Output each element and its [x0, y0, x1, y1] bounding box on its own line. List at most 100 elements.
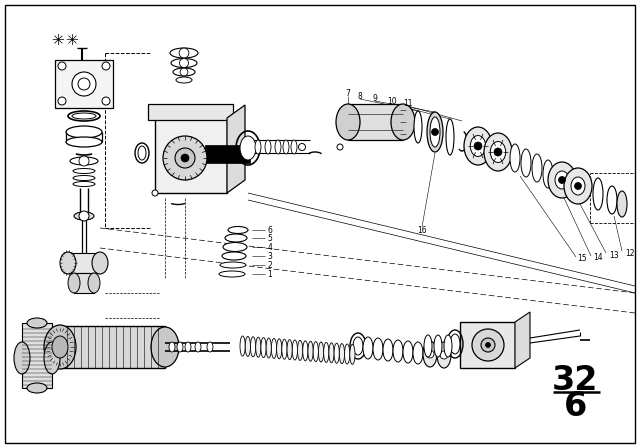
Ellipse shape — [363, 337, 373, 359]
Circle shape — [58, 62, 66, 70]
Ellipse shape — [176, 77, 192, 83]
Bar — [68, 253, 100, 273]
Ellipse shape — [66, 126, 102, 138]
Circle shape — [298, 143, 305, 151]
Circle shape — [559, 177, 566, 184]
Ellipse shape — [283, 140, 289, 154]
Ellipse shape — [287, 340, 292, 360]
Ellipse shape — [414, 111, 422, 143]
Bar — [55, 60, 113, 108]
Circle shape — [179, 58, 189, 68]
Ellipse shape — [256, 337, 261, 357]
Text: ✳: ✳ — [52, 33, 65, 47]
Text: ✳: ✳ — [66, 33, 78, 47]
Ellipse shape — [324, 342, 329, 362]
Ellipse shape — [66, 137, 102, 147]
Ellipse shape — [222, 252, 246, 260]
Ellipse shape — [490, 142, 506, 163]
Circle shape — [175, 148, 195, 168]
Text: 1: 1 — [268, 270, 273, 279]
Ellipse shape — [373, 338, 383, 360]
Ellipse shape — [271, 338, 276, 358]
Ellipse shape — [151, 327, 179, 367]
Ellipse shape — [228, 227, 248, 233]
Ellipse shape — [393, 340, 403, 362]
Ellipse shape — [292, 340, 298, 360]
Bar — [460, 322, 515, 368]
Text: 32: 32 — [552, 363, 598, 396]
Ellipse shape — [68, 273, 80, 293]
Ellipse shape — [276, 339, 282, 359]
Ellipse shape — [444, 335, 452, 357]
Ellipse shape — [73, 181, 95, 186]
Circle shape — [472, 329, 504, 361]
Ellipse shape — [88, 273, 100, 293]
Circle shape — [78, 78, 90, 90]
Ellipse shape — [14, 342, 30, 374]
Ellipse shape — [185, 342, 191, 352]
Polygon shape — [227, 105, 245, 193]
Ellipse shape — [70, 157, 98, 165]
Circle shape — [474, 142, 482, 150]
Ellipse shape — [564, 168, 592, 204]
Ellipse shape — [303, 341, 308, 361]
Ellipse shape — [219, 271, 245, 277]
Ellipse shape — [250, 337, 256, 357]
Ellipse shape — [74, 212, 94, 220]
Ellipse shape — [169, 342, 175, 352]
Ellipse shape — [44, 325, 76, 369]
Ellipse shape — [427, 112, 443, 152]
Ellipse shape — [470, 136, 486, 156]
Bar — [348, 104, 403, 140]
Ellipse shape — [207, 342, 213, 352]
Ellipse shape — [60, 252, 76, 274]
Ellipse shape — [225, 234, 247, 242]
Circle shape — [481, 338, 495, 352]
Bar — [205, 145, 250, 163]
Ellipse shape — [171, 59, 197, 68]
Text: 9: 9 — [372, 94, 378, 103]
Ellipse shape — [27, 383, 47, 393]
Ellipse shape — [446, 119, 454, 155]
Text: 2: 2 — [268, 260, 273, 270]
Text: 7: 7 — [346, 89, 351, 98]
Ellipse shape — [223, 242, 247, 251]
Ellipse shape — [329, 343, 334, 363]
Ellipse shape — [413, 342, 423, 364]
Ellipse shape — [484, 133, 512, 171]
Ellipse shape — [308, 341, 313, 361]
Bar — [155, 118, 227, 193]
Ellipse shape — [350, 345, 355, 364]
Ellipse shape — [298, 340, 303, 360]
Text: 6: 6 — [563, 389, 587, 422]
Text: 8: 8 — [358, 91, 362, 100]
Circle shape — [79, 156, 89, 166]
Ellipse shape — [245, 336, 250, 357]
Ellipse shape — [607, 186, 617, 214]
Ellipse shape — [548, 162, 576, 198]
Bar — [60, 326, 165, 368]
Text: 3: 3 — [268, 251, 273, 260]
Ellipse shape — [77, 76, 87, 80]
Ellipse shape — [339, 344, 344, 364]
Bar — [22, 323, 52, 388]
Ellipse shape — [275, 140, 281, 154]
Ellipse shape — [73, 168, 95, 173]
Ellipse shape — [521, 149, 531, 177]
Text: 10: 10 — [387, 96, 397, 105]
Circle shape — [152, 190, 158, 196]
Circle shape — [181, 154, 189, 162]
Ellipse shape — [52, 336, 68, 358]
Circle shape — [79, 211, 89, 221]
Circle shape — [431, 129, 438, 135]
Circle shape — [486, 343, 490, 348]
Ellipse shape — [571, 177, 585, 195]
Circle shape — [58, 97, 66, 105]
Ellipse shape — [177, 342, 183, 352]
Text: 14: 14 — [593, 253, 603, 262]
Circle shape — [163, 136, 207, 180]
Ellipse shape — [44, 342, 60, 374]
Ellipse shape — [617, 191, 627, 217]
Ellipse shape — [336, 104, 360, 140]
Ellipse shape — [593, 178, 603, 210]
